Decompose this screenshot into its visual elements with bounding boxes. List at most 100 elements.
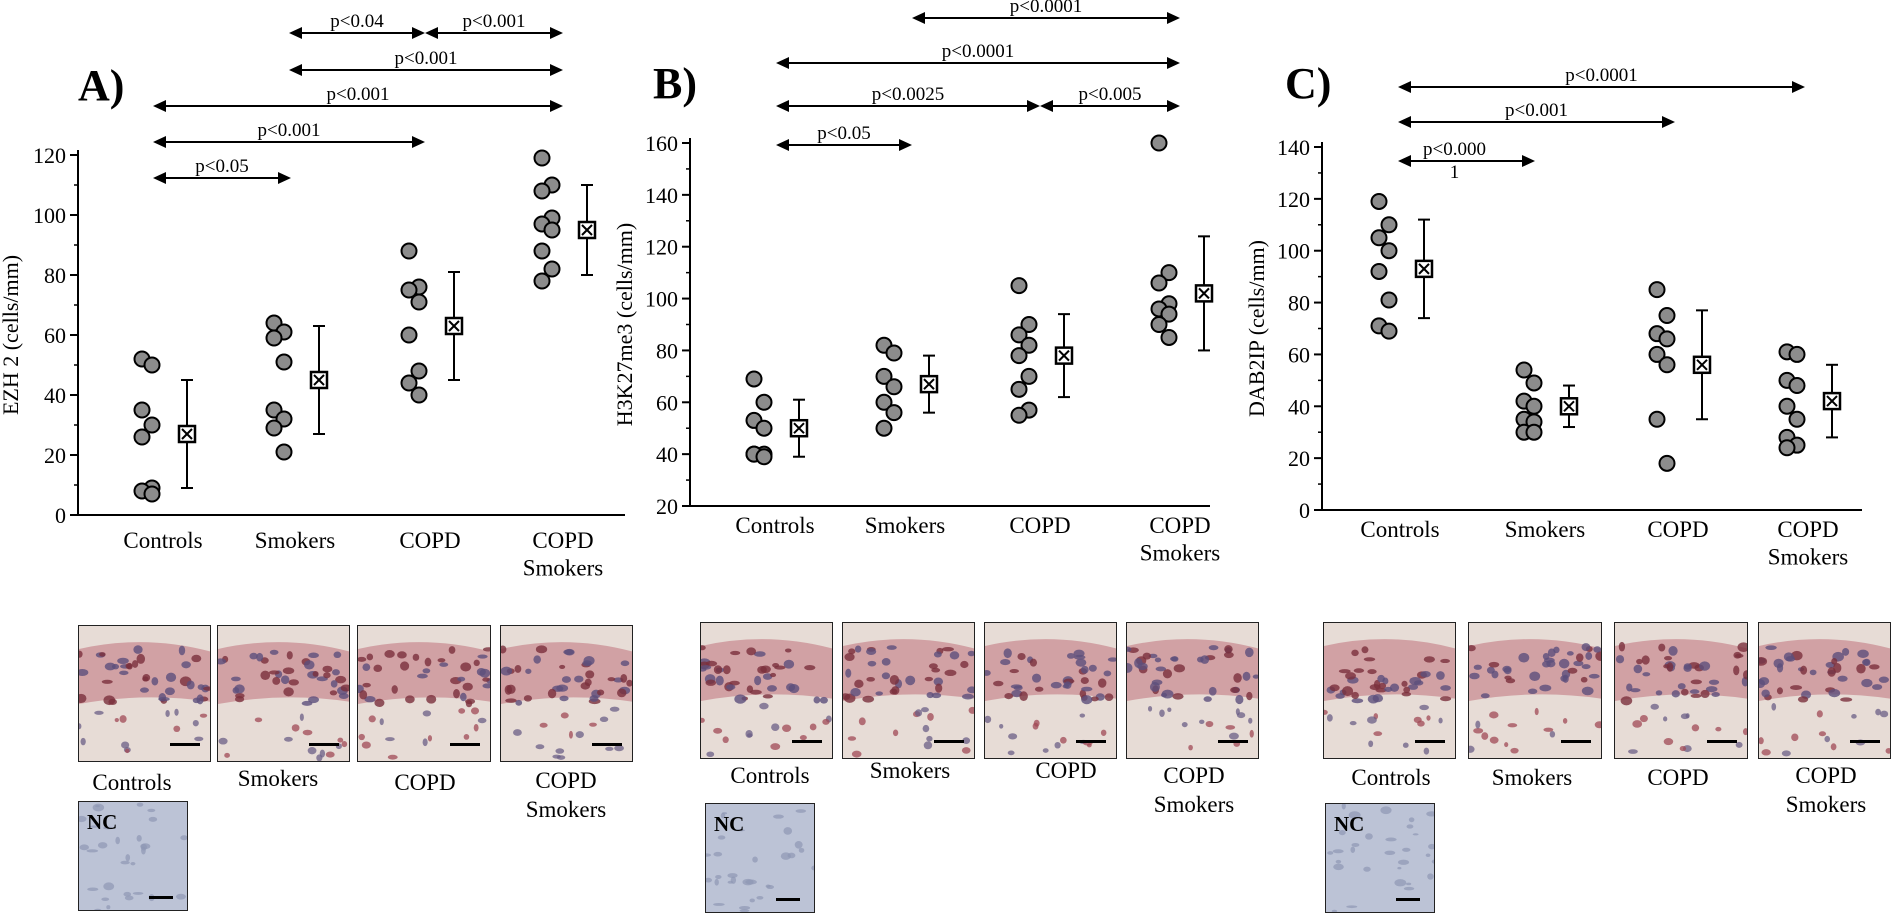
- panel-label: A): [78, 61, 124, 110]
- x-category-label: Controls: [735, 513, 814, 538]
- data-point: [1160, 328, 1178, 346]
- data-point: [1525, 374, 1543, 392]
- micrograph-label: COPD: [394, 770, 456, 795]
- mean-marker-cross: [1696, 359, 1708, 371]
- data-point: [1658, 307, 1676, 325]
- y-tick-label: 80: [656, 338, 678, 363]
- chart-panel-3: C) 0 20 40 60 80 100 120 140 DAB2IP (cells/mm) Con…: [1244, 59, 1862, 570]
- significance-arrow-right: [1167, 12, 1180, 24]
- micrograph-image: [1614, 622, 1748, 759]
- x-category-label: COPD Smokers: [1768, 517, 1849, 570]
- micrograph-image: [357, 625, 491, 762]
- micrograph-image: [1468, 622, 1602, 759]
- significance-arrow-right: [1522, 155, 1535, 167]
- micrograph-label: COPD Smokers: [1785, 763, 1867, 817]
- micrograph-image: [217, 625, 350, 762]
- micrograph-image: [500, 625, 633, 762]
- data-point: [1010, 347, 1028, 365]
- mean-marker-cross: [1563, 400, 1575, 412]
- x-category-label: COPD: [1009, 513, 1070, 538]
- significance-arrow-right: [550, 100, 563, 112]
- data-point: [143, 356, 161, 374]
- x-category-label: COPD: [399, 528, 460, 553]
- micrograph-label: COPD: [1647, 765, 1709, 790]
- y-tick-label: 40: [656, 442, 678, 467]
- y-tick-label: 140: [1277, 135, 1310, 160]
- y-tick-label: 120: [1277, 187, 1310, 212]
- data-point: [1658, 454, 1676, 472]
- data-point: [265, 419, 283, 437]
- data-point: [1380, 242, 1398, 260]
- micrograph-label: COPD Smokers: [525, 768, 607, 822]
- significance-arrow-right: [899, 139, 912, 151]
- significance-arrow-left: [289, 27, 302, 39]
- data-point: [885, 344, 903, 362]
- significance-arrow-right: [1792, 81, 1805, 93]
- data-point: [1010, 406, 1028, 424]
- chart-panel-1: A) 0 20 40 60 80 100 120 EZH 2 (cells/mm) Control…: [0, 11, 625, 581]
- x-category-label: Controls: [123, 528, 202, 553]
- data-point: [885, 404, 903, 422]
- data-point: [1370, 229, 1388, 247]
- data-point: [875, 367, 893, 385]
- x-category-label: Controls: [1360, 517, 1439, 542]
- x-category-label: Smokers: [865, 513, 946, 538]
- micrograph-label: Controls: [92, 770, 172, 795]
- data-point: [1160, 305, 1178, 323]
- significance-label: p<0.001: [258, 120, 321, 141]
- data-point: [400, 242, 418, 260]
- mean-marker-cross: [1198, 287, 1210, 300]
- data-point: [275, 353, 293, 371]
- significance-arrow-left: [425, 27, 438, 39]
- y-tick-label: 60: [656, 390, 678, 415]
- mean-marker-cross: [1418, 263, 1430, 275]
- data-point: [1525, 397, 1543, 415]
- panel-label: B): [653, 59, 697, 108]
- data-point: [885, 378, 903, 396]
- significance-arrow-left: [1398, 81, 1411, 93]
- data-point: [410, 362, 428, 380]
- data-point: [400, 281, 418, 299]
- mean-marker-cross: [923, 378, 935, 390]
- y-tick-label: 80: [1288, 291, 1310, 316]
- significance-arrow-right: [1662, 116, 1675, 128]
- data-point: [533, 242, 551, 260]
- data-point: [1020, 316, 1038, 333]
- significance-label: p<0.05: [195, 156, 248, 177]
- significance-arrow-right: [550, 64, 563, 76]
- y-axis-label: H3K27me3 (cells/mm): [612, 223, 637, 426]
- mean-marker-cross: [793, 422, 805, 434]
- data-point: [1778, 439, 1796, 457]
- mean-marker-cross: [181, 428, 193, 440]
- data-point: [1525, 423, 1543, 441]
- y-tick-label: 40: [1288, 394, 1310, 419]
- data-point: [143, 485, 161, 503]
- micrograph-image: [700, 622, 833, 759]
- data-point: [1648, 410, 1666, 428]
- data-point: [1010, 277, 1028, 295]
- data-point: [1010, 380, 1028, 398]
- data-point: [1648, 345, 1666, 363]
- data-point: [265, 329, 283, 347]
- significance-label: p<0.04: [330, 11, 384, 32]
- significance-arrow-left: [153, 172, 166, 184]
- data-point: [543, 221, 561, 239]
- data-point: [133, 428, 151, 446]
- x-category-label: Smokers: [1505, 517, 1586, 542]
- y-tick-label: 60: [44, 323, 66, 348]
- x-category-label: Smokers: [255, 528, 336, 553]
- negative-control-label: NC: [87, 810, 118, 834]
- micrograph-image: [1126, 622, 1259, 759]
- micrograph-image: [78, 625, 211, 762]
- significance-label: p<0.0001: [1010, 0, 1082, 17]
- data-point: [1150, 134, 1168, 152]
- negative-control-image: NC: [78, 801, 188, 911]
- significance-arrow-right: [1167, 57, 1180, 69]
- significance-arrow-left: [153, 136, 166, 148]
- significance-label: p<0.001: [463, 11, 526, 32]
- data-point: [1160, 264, 1178, 282]
- significance-arrow-right: [550, 27, 563, 39]
- micrograph-label: Controls: [1351, 765, 1431, 790]
